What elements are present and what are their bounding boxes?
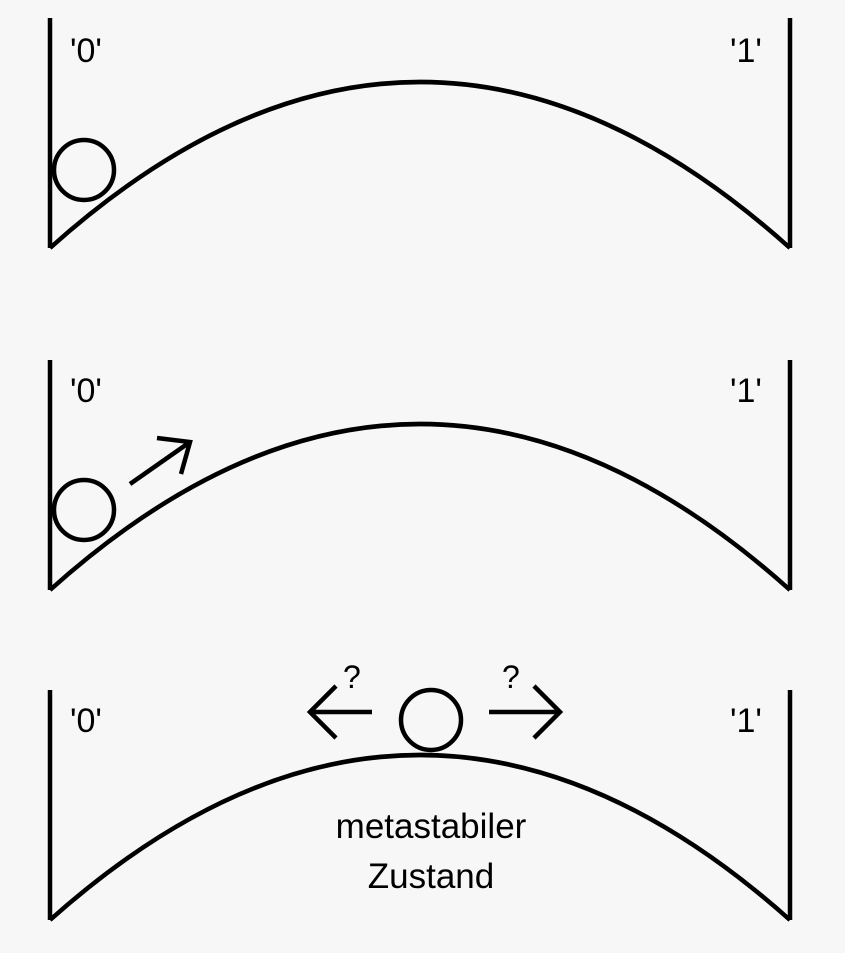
left-arrow-icon — [306, 684, 372, 740]
state-one-label: '1' — [730, 702, 762, 740]
state-zero-label: '0' — [70, 32, 102, 70]
ball — [51, 137, 117, 203]
ball — [51, 477, 117, 543]
state-one-label: '1' — [730, 32, 762, 70]
state-zero-label: '0' — [70, 702, 102, 740]
energy-hill-curve — [48, 79, 792, 250]
caption-line-1: metastabiler — [336, 807, 527, 846]
question-mark-right: ? — [502, 659, 520, 695]
ball — [398, 687, 464, 753]
energy-hill-curve — [48, 752, 792, 922]
push-right-arrow-icon — [128, 435, 193, 486]
panel-stable-zero: '0' '1' — [47, 18, 793, 250]
state-one-label: '1' — [730, 372, 762, 410]
panel-push: '0' '1' — [47, 360, 793, 592]
caption-line-2: Zustand — [368, 857, 494, 896]
panel-metastable: ? ? '0' '1' metastabiler Zustand — [47, 659, 793, 922]
question-mark-left: ? — [343, 659, 361, 695]
right-arrow-icon — [489, 684, 564, 740]
state-zero-label: '0' — [70, 372, 102, 410]
energy-hill-curve — [48, 421, 792, 592]
